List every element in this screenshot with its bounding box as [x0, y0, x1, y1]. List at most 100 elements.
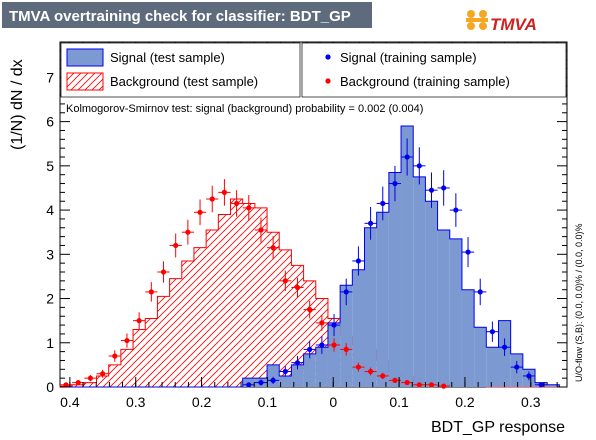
- background-train-point: [307, 306, 313, 313]
- x-tick-label: 0.1: [389, 394, 409, 410]
- y-tick-label: 1: [46, 335, 54, 351]
- background-test-bar: [145, 318, 158, 387]
- signal-train-point: [270, 377, 276, 383]
- background-test-bar: [193, 247, 207, 387]
- background-test-bar: [157, 296, 170, 387]
- overflow-note: U/O-flow (S,B): (0.0, 0.0)% / (0.0, 0.0)…: [574, 223, 584, 382]
- y-tick-label: 0: [46, 379, 54, 395]
- svg-text:TMVA: TMVA: [490, 15, 537, 34]
- signal-train-point: [258, 379, 264, 386]
- background-train-point: [160, 269, 167, 275]
- title-bar: [2, 2, 372, 28]
- signal-train-point: [380, 200, 386, 207]
- signal-train-point: [355, 258, 362, 264]
- background-train-point: [246, 205, 252, 211]
- background-train-point: [331, 342, 337, 348]
- signal-train-point: [477, 289, 483, 295]
- background-train-point: [221, 189, 228, 195]
- signal-test-bar: [547, 384, 560, 387]
- background-train-point: [209, 196, 215, 202]
- background-train-point: [87, 375, 94, 381]
- background-train-point: [112, 353, 118, 359]
- y-tick-label: 7: [46, 69, 54, 85]
- signal-train-point: [404, 154, 410, 160]
- signal-train-point: [428, 187, 435, 193]
- signal-test-bar: [376, 212, 389, 387]
- background-test-bar: [218, 214, 231, 387]
- background-train-point: [173, 242, 179, 249]
- signal-test-bar: [486, 347, 499, 387]
- background-train-point: [63, 382, 69, 388]
- signal-train-point: [343, 289, 349, 295]
- signal-test-bar: [327, 322, 341, 387]
- signal-test-bar: [437, 229, 450, 387]
- legend-label-background-train: Background (training sample): [340, 74, 510, 89]
- background-train-point: [100, 371, 106, 377]
- background-train-point: [282, 278, 288, 284]
- signal-test-bar: [449, 238, 462, 387]
- background-train-point: [258, 227, 264, 233]
- background-train-point: [294, 284, 301, 291]
- background-train-point: [441, 383, 447, 389]
- background-test-bar: [84, 382, 97, 387]
- background-train-point: [185, 229, 191, 235]
- background-train-point: [343, 346, 349, 353]
- background-train-point: [136, 318, 142, 324]
- legend-swatch-background-test: [66, 72, 104, 91]
- signal-test-bar: [352, 269, 365, 387]
- background-test-bar: [108, 364, 121, 387]
- x-tick-label: 0: [329, 394, 337, 410]
- signal-test-outline: [60, 125, 567, 388]
- signal-test-bar: [303, 353, 316, 387]
- x-axis-title: BDT_GP response: [431, 419, 565, 436]
- signal-train-point: [441, 185, 447, 191]
- background-train-point: [75, 379, 81, 386]
- background-test-bar: [254, 207, 268, 387]
- background-train-point: [428, 382, 435, 388]
- background-train-point: [233, 200, 240, 207]
- signal-train-point: [294, 360, 301, 366]
- legend-marker-background-train: [325, 78, 331, 84]
- x-tick-label: 0.3: [521, 394, 541, 410]
- y-tick-label: 6: [46, 114, 54, 130]
- background-test-bar: [230, 199, 243, 387]
- legend-marker-signal-train: [325, 54, 331, 60]
- signal-test-bar: [364, 227, 377, 387]
- signal-training-points: [242, 138, 548, 388]
- y-axis-title: (1/N) dN / dx: [9, 59, 26, 150]
- x-tick-label: 0.2: [455, 394, 475, 410]
- signal-train-point: [489, 329, 495, 335]
- background-test-bar: [279, 249, 292, 387]
- legend-label-background-test: Background (test sample): [110, 74, 258, 89]
- signal-train-point: [307, 346, 313, 353]
- tmva-logo: TMVA: [466, 10, 537, 34]
- x-tick-label: 0.2: [192, 394, 212, 410]
- background-train-point: [392, 377, 398, 383]
- signal-train-point: [282, 368, 288, 375]
- background-train-point: [380, 373, 386, 379]
- signal-train-point: [538, 382, 544, 388]
- background-train-point: [148, 289, 154, 295]
- y-tick-label: 4: [46, 202, 54, 218]
- signal-train-point: [392, 180, 398, 187]
- background-test-bar: [267, 232, 280, 387]
- signal-test-bar: [388, 172, 402, 387]
- background-test-bar: [120, 349, 134, 387]
- plot-title: TMVA overtraining check for classifier: …: [9, 8, 351, 25]
- background-train-point: [319, 320, 325, 326]
- y-tick-label: 5: [46, 158, 54, 174]
- signal-test-bar: [474, 327, 487, 387]
- signal-test-bar: [315, 347, 328, 387]
- signal-train-point: [453, 207, 459, 213]
- signal-train-point: [367, 220, 374, 226]
- signal-test-bar: [279, 375, 292, 387]
- background-test-bar: [133, 329, 146, 387]
- legend-swatch-signal-test: [66, 48, 104, 67]
- background-train-point: [197, 209, 203, 215]
- legend-label-signal-test: Signal (test sample): [110, 50, 225, 65]
- background-train-point: [404, 379, 410, 386]
- signal-test-bar: [413, 176, 426, 387]
- signal-train-point: [246, 382, 252, 388]
- signal-test-bar: [401, 126, 414, 388]
- signal-test-bar: [267, 364, 280, 387]
